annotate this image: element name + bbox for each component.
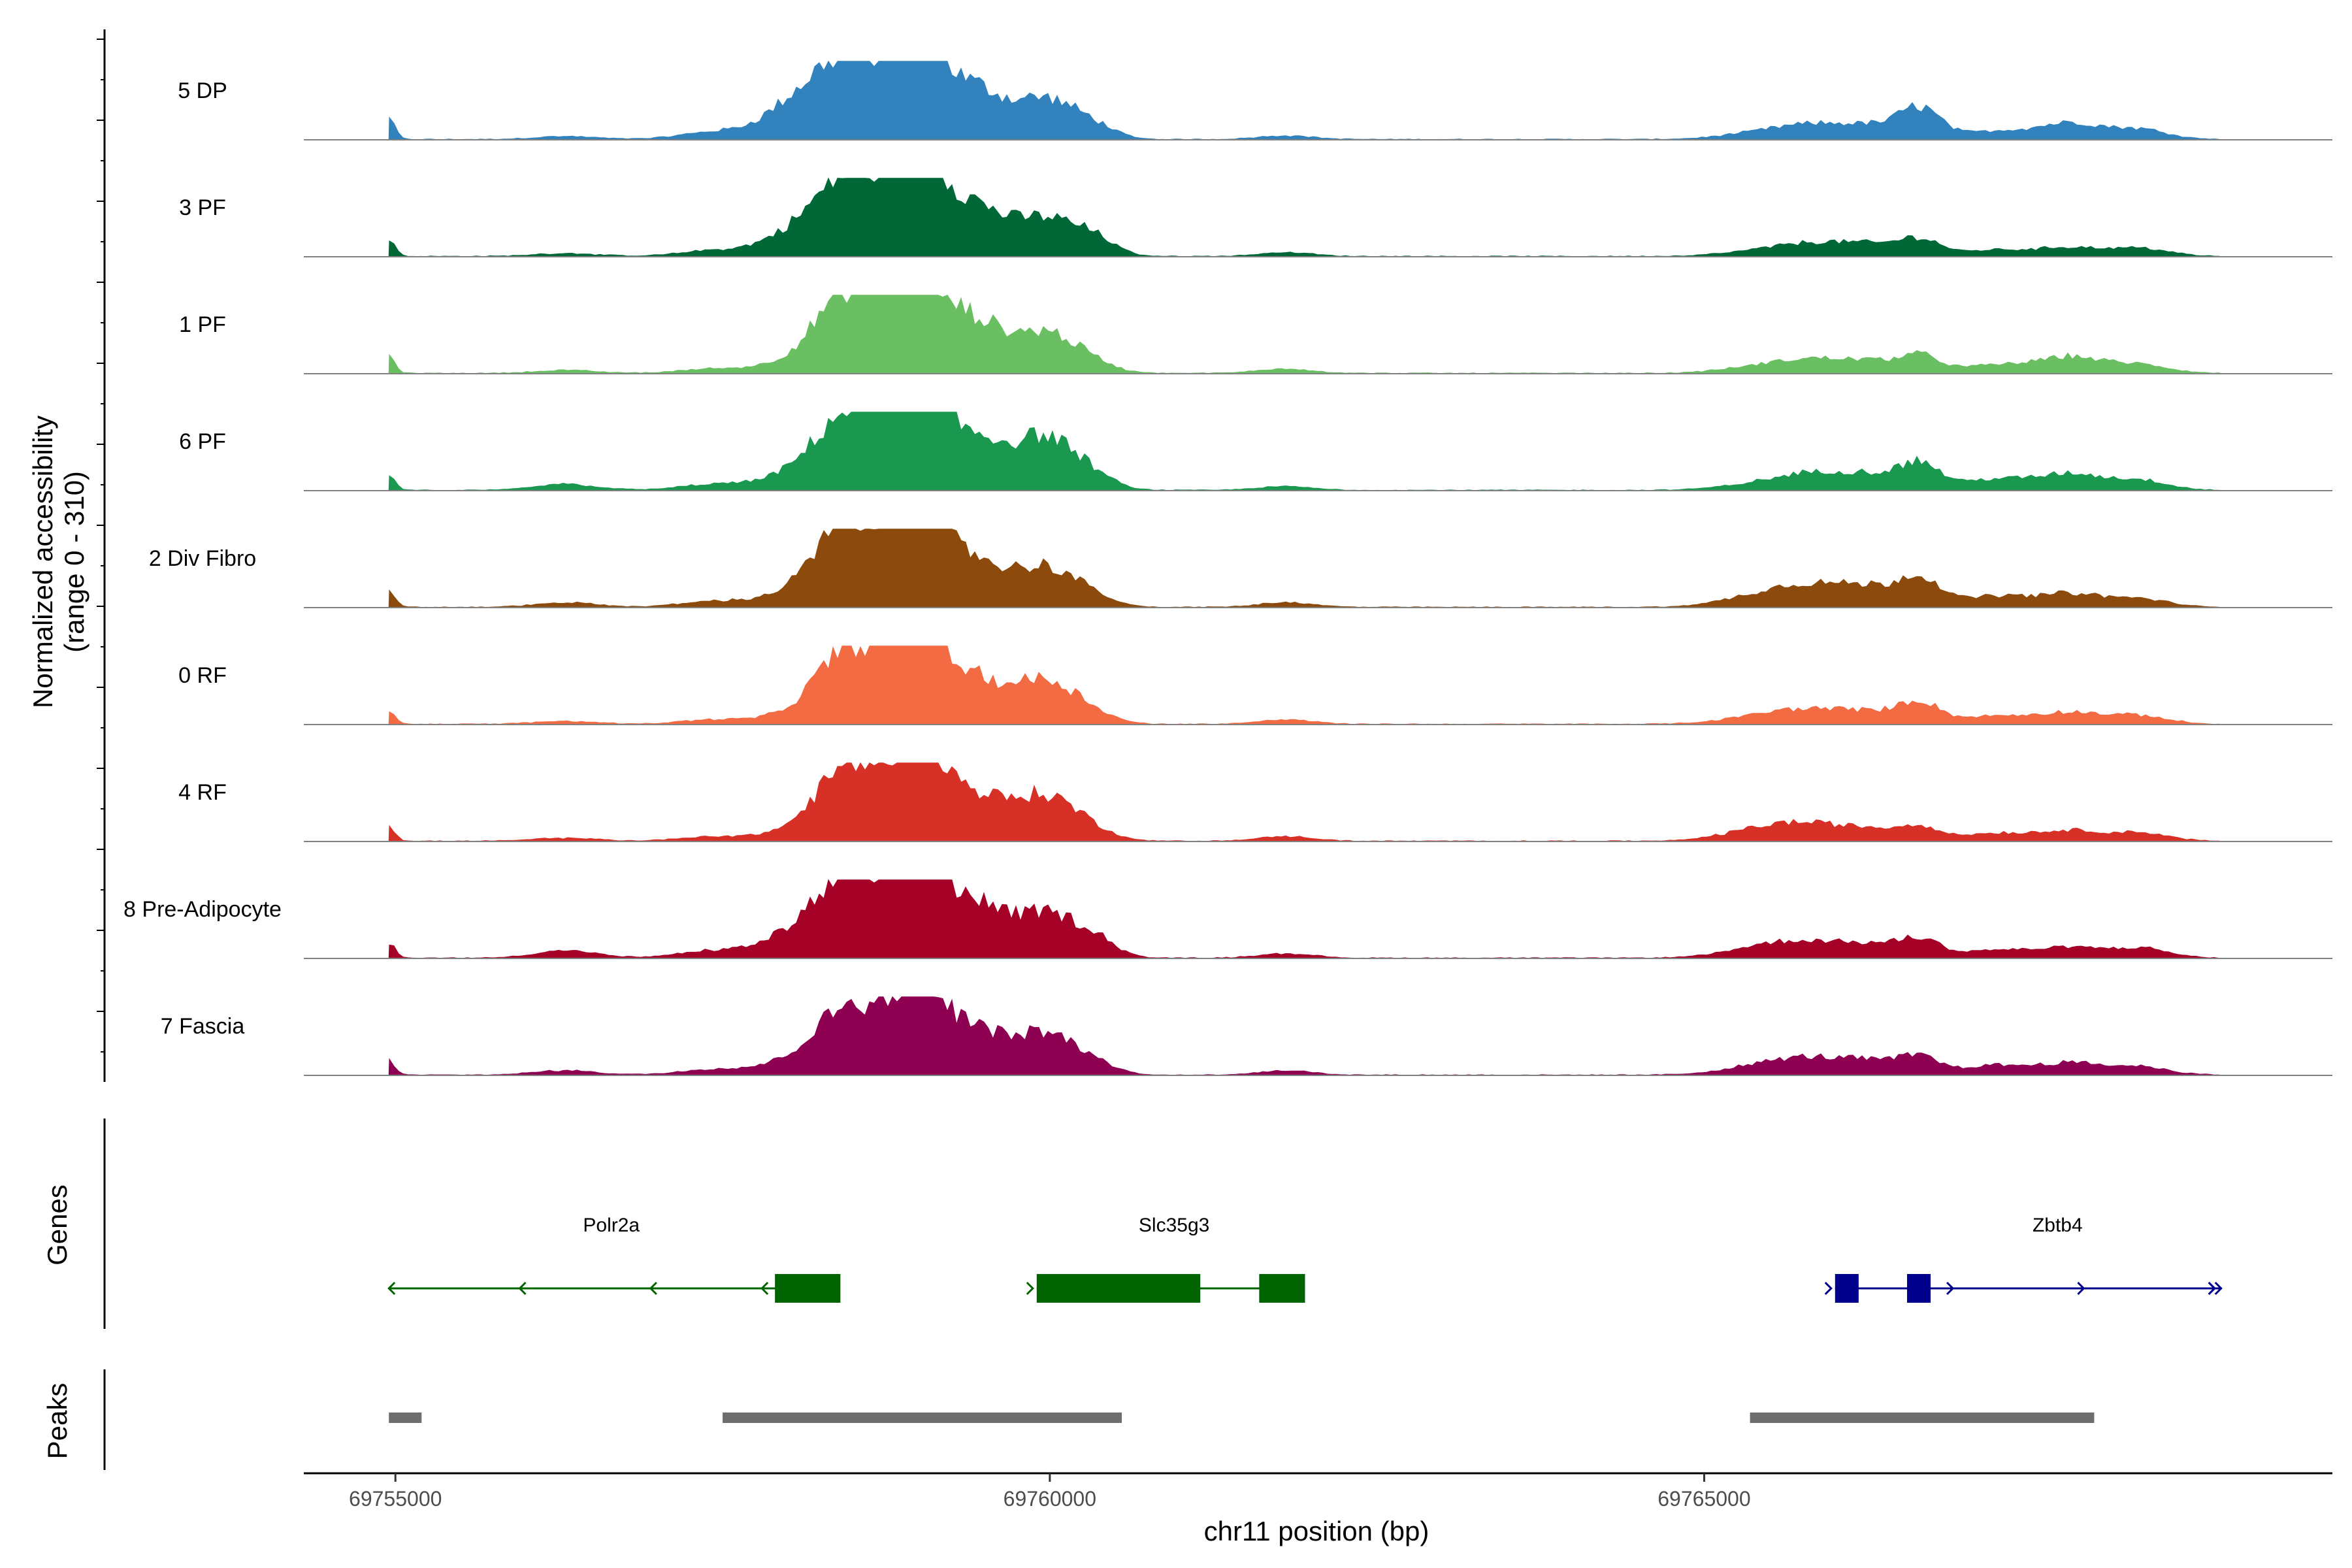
peak-panel <box>389 1413 2095 1423</box>
track-label-2-div-fibro: 2 Div Fibro <box>149 546 256 571</box>
x-tick-label: 69765000 <box>1658 1487 1750 1511</box>
strand-arrow-slc35g3 <box>1026 1281 1034 1296</box>
track-label-6-pf: 6 PF <box>179 429 226 454</box>
track-5-dp: 5 DP <box>178 60 2332 140</box>
coverage-area-7-fascia <box>388 996 2221 1076</box>
strand-arrow-polr2a <box>760 1281 769 1296</box>
gene-label-polr2a: Polr2a <box>583 1215 640 1236</box>
track-label-0-rf: 0 RF <box>178 663 227 688</box>
x-axis: 69755000 69760000 69765000 <box>304 1472 2332 1511</box>
exon-zbtb4 <box>1835 1274 1859 1303</box>
exon-slc35g3 <box>1036 1274 1201 1303</box>
strand-arrow-polr2a <box>387 1281 396 1296</box>
coverage-area-3-pf <box>388 177 2221 257</box>
peak-region <box>389 1413 422 1423</box>
strand-arrow-zbtb4 <box>1946 1281 1955 1296</box>
x-tick-label: 69760000 <box>1004 1487 1096 1511</box>
coverage-area-4-rf <box>388 762 2221 842</box>
track-label-3-pf: 3 PF <box>179 195 226 220</box>
gene-polr2a: Polr2a <box>387 1215 841 1303</box>
y-axis-title-line2: (range 0 - 310) <box>59 471 90 653</box>
track-0-rf: 0 RF <box>178 645 2332 725</box>
coverage-area-5-dp <box>388 60 2221 140</box>
track-label-7-fascia: 7 Fascia <box>161 1014 245 1039</box>
coverage-area-0-rf <box>388 645 2221 725</box>
coverage-area-1-pf <box>388 295 2221 374</box>
strand-arrow-polr2a <box>649 1281 657 1296</box>
coverage-area-6-pf <box>388 412 2221 491</box>
strand-arrow-polr2a <box>518 1281 527 1296</box>
track-6-pf: 6 PF <box>179 412 2332 491</box>
strand-arrow-zbtb4 <box>1824 1281 1833 1296</box>
track-3-pf: 3 PF <box>179 177 2332 257</box>
track-label-8-pre-adipocyte: 8 Pre-Adipocyte <box>123 897 282 922</box>
genes-panel-label: Genes <box>42 1184 73 1266</box>
coverage-area-2-div-fibro <box>388 529 2221 608</box>
strand-arrow-zbtb4 <box>2214 1281 2223 1296</box>
x-axis-title: chr11 position (bp) <box>1204 1516 1429 1546</box>
strand-arrow-zbtb4 <box>2077 1281 2085 1296</box>
track-label-4-rf: 4 RF <box>178 780 227 805</box>
track-label-1-pf: 1 PF <box>179 312 226 337</box>
gene-zbtb4: Zbtb4 <box>1824 1215 2223 1303</box>
strand-arrow-slc35g3 <box>1292 1281 1300 1296</box>
peaks-panel-label: Peaks <box>42 1383 73 1460</box>
strand-arrow-zbtb4 <box>2208 1281 2216 1296</box>
y-axis-title-line1: Normalized accessibility <box>27 416 58 708</box>
gene-label-zbtb4: Zbtb4 <box>2033 1215 2083 1236</box>
peak-region <box>723 1413 1122 1423</box>
y-axis <box>97 29 106 1470</box>
track-1-pf: 1 PF <box>179 295 2332 374</box>
exon-zbtb4 <box>1906 1274 1931 1303</box>
coverage-area-8-pre-adipocyte <box>388 879 2221 959</box>
gene-slc35g3: Slc35g3 <box>1026 1215 1305 1303</box>
track-4-rf: 4 RF <box>178 762 2332 842</box>
track-8-pre-adipocyte: 8 Pre-Adipocyte <box>123 879 2332 959</box>
track-2-div-fibro: 2 Div Fibro <box>149 529 2332 608</box>
peak-region <box>1750 1413 2095 1423</box>
exon-polr2a <box>775 1274 841 1303</box>
x-tick-label: 69755000 <box>349 1487 442 1511</box>
gene-annotation-panel: Polr2a Slc35g3 Zbtb4 <box>387 1215 2223 1303</box>
track-7-fascia: 7 Fascia <box>161 996 2332 1076</box>
gene-label-slc35g3: Slc35g3 <box>1139 1215 1209 1236</box>
coverage-tracks: 5 DP 3 PF 1 PF 6 PF 2 Div Fibro 0 RF 4 RF 8 Pre… <box>123 60 2332 1076</box>
track-label-5-dp: 5 DP <box>178 78 227 103</box>
